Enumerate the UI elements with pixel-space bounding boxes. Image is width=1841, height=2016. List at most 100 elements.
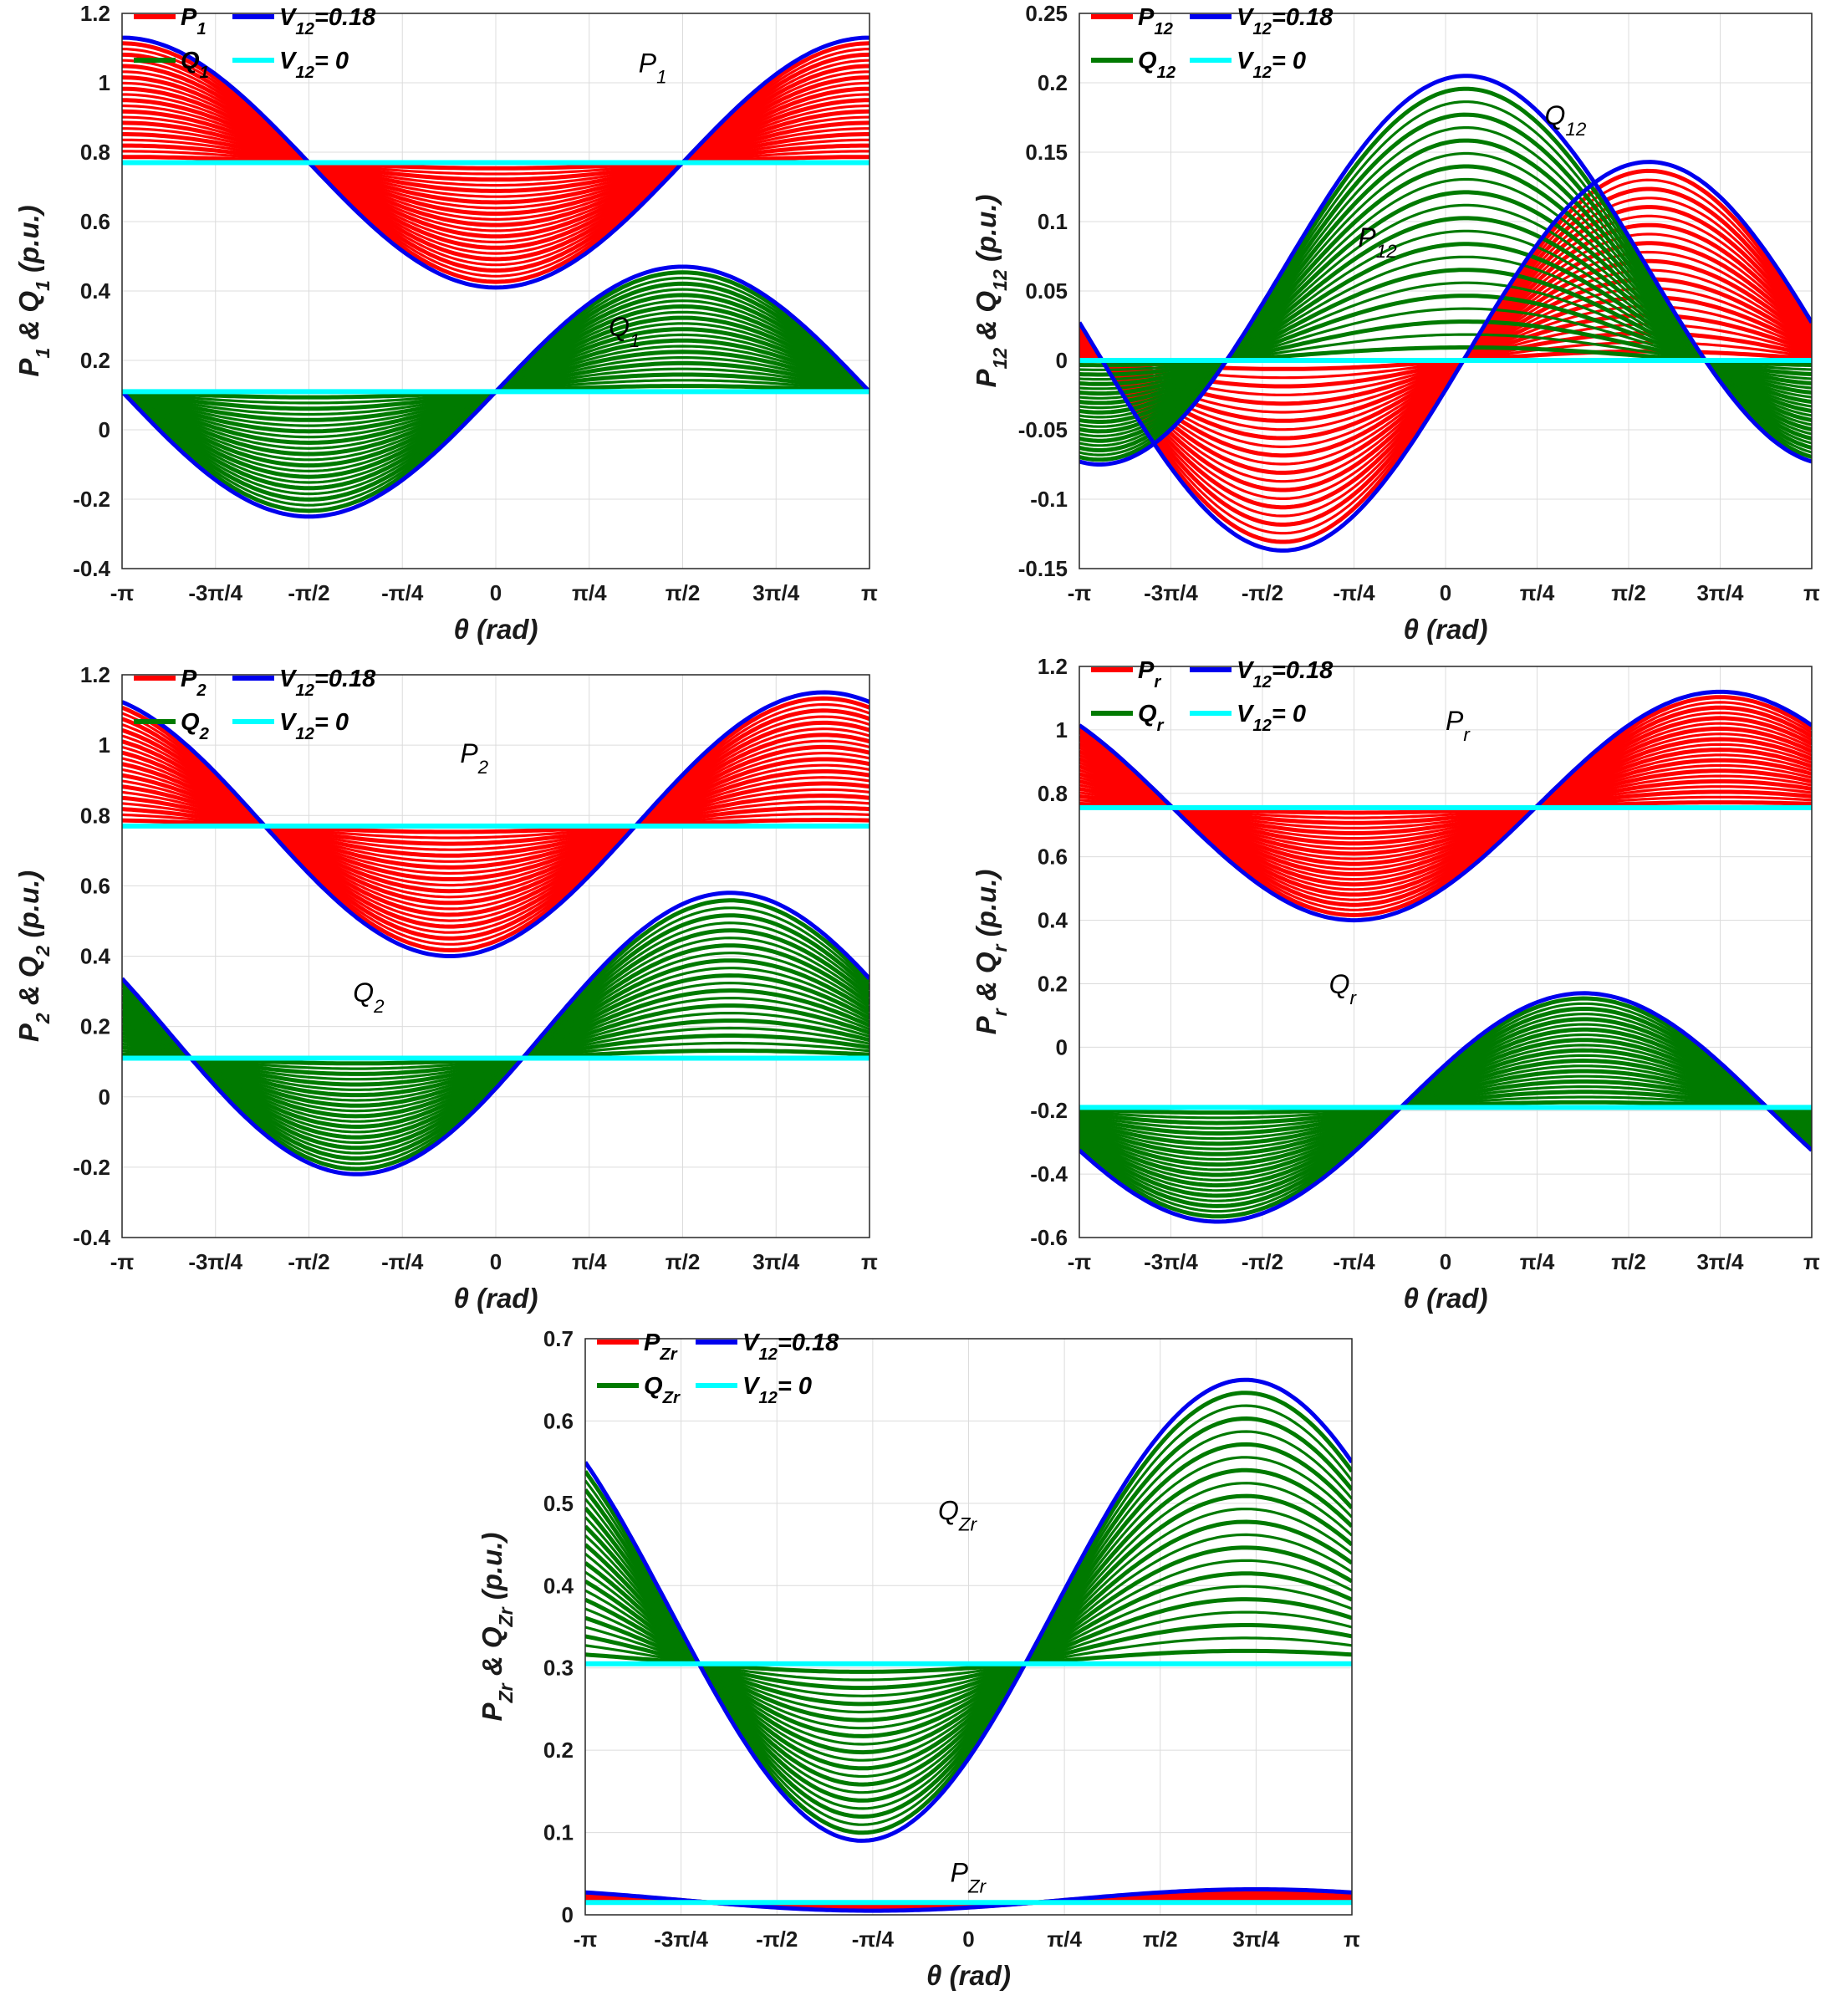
annotation-q1: Q1 — [609, 312, 640, 351]
annotation-p12-part: P — [1358, 222, 1376, 253]
legend-item-part: V — [742, 1373, 761, 1400]
y-tick-label: 0.1 — [1038, 209, 1068, 234]
annotation-q12: Q12 — [1545, 100, 1587, 140]
legend-item-part: P — [644, 1330, 660, 1356]
legend-item-part: 12 — [1252, 20, 1272, 38]
x-tick-label: π/4 — [572, 1249, 607, 1274]
legend-item-part: =0.18 — [778, 1330, 839, 1356]
y-tick-label: 1 — [99, 732, 110, 758]
y-axis-label-part: (p.u.) — [971, 194, 1002, 269]
y-tick-label: 0.3 — [543, 1656, 574, 1681]
x-tick-label: 3π/4 — [1696, 580, 1744, 605]
legend-item: V12= 0 — [279, 48, 349, 82]
chart-p12-q12: -π -3π/4 -π/2 -π/4 0 π/4 π/2 3π/4 π -0.15 -0.1 -0.0… — [971, 1, 1820, 645]
legend-item-part: = 0 — [314, 48, 349, 74]
annotation-qzr-part: Zr — [958, 1513, 978, 1534]
y-tick-label: 0 — [99, 1085, 110, 1110]
legend-item-part: Zr — [659, 1345, 677, 1364]
series-line-q2 — [122, 1018, 870, 1087]
legend-item-part: = 0 — [314, 709, 349, 736]
legend-item: P2 — [181, 666, 207, 700]
y-tick-label: 0.6 — [80, 209, 110, 234]
y-tick-label: 0.2 — [543, 1738, 574, 1763]
y-tick-label: 0.6 — [543, 1408, 574, 1433]
series-line-p1 — [122, 132, 870, 193]
legend-item-part: V — [1237, 701, 1255, 727]
y-tick-label: 0.4 — [80, 278, 111, 304]
y-tick-label: 1 — [1056, 717, 1068, 743]
legend-item-part: 12 — [758, 1389, 778, 1407]
x-tick-label: -3π/4 — [1144, 580, 1198, 605]
x-tick-label: -π — [110, 1249, 135, 1274]
x-tick-label: 3π/4 — [752, 1249, 800, 1274]
x-tick-label: -3π/4 — [654, 1927, 708, 1952]
legend-item-part: P — [1138, 657, 1155, 684]
y-tick-label: 0 — [1056, 1034, 1068, 1059]
series-line-p1 — [122, 109, 870, 217]
x-tick-label: π/4 — [1520, 580, 1555, 605]
legend-item-part: =0.18 — [1272, 657, 1334, 684]
series-line-p1 — [122, 64, 870, 262]
series-line-p1 — [122, 59, 870, 267]
annotation-q1-part: 1 — [630, 329, 640, 350]
y-axis-label-part: P — [13, 1023, 44, 1042]
legend-item-part: 1 — [200, 64, 209, 82]
x-tick-label: π — [1803, 580, 1820, 605]
legend-item: P12 — [1138, 4, 1174, 38]
x-tick-label: π — [861, 580, 878, 605]
y-tick-label: 0.8 — [80, 140, 110, 165]
y-axis-label-part: & Q — [477, 1626, 507, 1683]
series-line-p1 — [122, 75, 870, 250]
legend-item-part: 2 — [199, 725, 210, 743]
annotation-pr: Pr — [1446, 706, 1471, 745]
annotation-q12-part: 12 — [1565, 118, 1586, 139]
legend-item-part: V — [279, 666, 298, 692]
y-tick-label: 0.7 — [543, 1326, 574, 1351]
series-line-qr — [1079, 1017, 1812, 1198]
x-tick-label: π/2 — [1611, 1249, 1646, 1274]
x-tick-label: -π/2 — [756, 1927, 798, 1952]
y-axis-label-part: 2 — [32, 1013, 54, 1024]
legend-item-part: V — [1237, 657, 1255, 684]
legend-item: PZr — [644, 1330, 678, 1364]
legend-item-part: 12 — [1252, 673, 1272, 692]
y-axis-label-part: P — [477, 1702, 507, 1721]
series-line-qr — [1079, 1007, 1812, 1208]
series-line-p1 — [122, 81, 870, 244]
legend-item-part: V — [1237, 4, 1255, 31]
v12-max-curve-q12 — [1079, 74, 1812, 467]
chart-p2-q2: -π -3π/4 -π/2 -π/4 0 π/4 π/2 3π/4 π -0.4 -0.2 0 0.2 0… — [13, 662, 878, 1314]
series-line-p1 — [122, 138, 870, 187]
series-line-p1 — [122, 143, 870, 182]
annotation-qzr: QZr — [938, 1496, 978, 1535]
legend-item: Q2 — [181, 709, 210, 743]
y-tick-label: 1.2 — [80, 662, 110, 687]
series-line-qr — [1079, 1079, 1812, 1136]
legend-item: V12= 0 — [742, 1373, 812, 1407]
y-axis-label-part: 1 — [32, 280, 54, 291]
series-line-qr — [1079, 1027, 1812, 1188]
y-tick-label: 0.4 — [80, 944, 111, 969]
legend-item: Q12 — [1138, 48, 1176, 82]
series-line-q2 — [122, 1034, 870, 1076]
legend-item-part: V — [279, 4, 298, 31]
y-tick-label: 0 — [562, 1902, 574, 1927]
y-tick-label: -0.4 — [1030, 1161, 1068, 1187]
legend-item-part: 12 — [295, 725, 314, 743]
annotation-p1-part: P — [639, 48, 657, 79]
x-tick-label: π/2 — [1143, 1927, 1178, 1952]
series-line-p1 — [122, 127, 870, 198]
x-tick-label: π — [1803, 1249, 1820, 1274]
x-tick-label: π — [1344, 1927, 1360, 1952]
legend-item-part: =0.18 — [314, 4, 376, 31]
x-tick-label: 0 — [962, 1927, 974, 1952]
x-tick-label: -π/4 — [1333, 580, 1375, 605]
axes-frame — [1079, 13, 1813, 569]
curve-group — [585, 1377, 1352, 1913]
x-axis-label: θ (rad) — [454, 1283, 538, 1314]
series-line-qr — [1079, 1069, 1812, 1146]
annotation-pzr: PZr — [951, 1858, 987, 1897]
y-axis-label-part: & Q — [13, 956, 44, 1013]
series-line-p1 — [122, 52, 870, 273]
